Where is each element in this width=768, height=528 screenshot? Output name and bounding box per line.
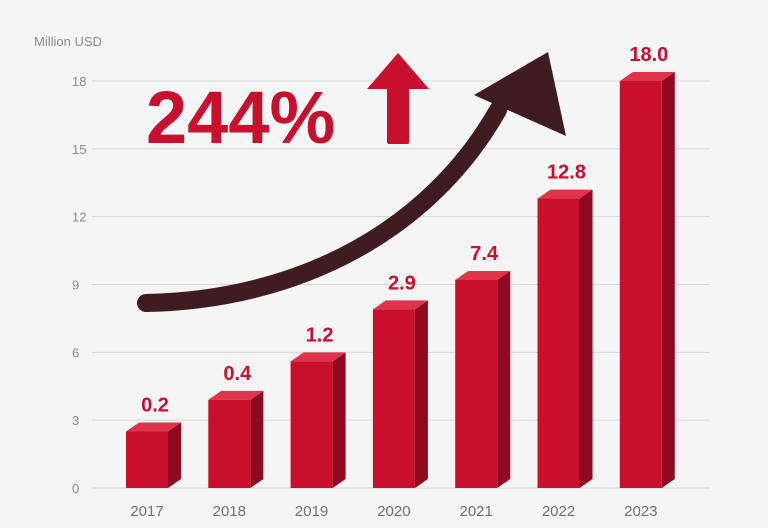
- bar-top: [619, 72, 675, 81]
- data-label: 2.9: [388, 272, 416, 294]
- y-axis-unit-label: Million USD: [34, 34, 102, 49]
- data-label: 0.4: [223, 363, 252, 385]
- x-tick-label: 2017: [130, 503, 163, 520]
- bar-front: [455, 279, 498, 488]
- x-tick-label: 2022: [542, 503, 575, 520]
- x-tick-label: 2018: [213, 503, 246, 520]
- bar-top: [290, 352, 346, 362]
- trend-arrow-layer: [137, 52, 566, 312]
- bar-front: [619, 81, 662, 488]
- curved-trend-arrow-icon: [137, 101, 507, 312]
- bar-side: [250, 390, 264, 488]
- growth-annotation: 244%: [146, 53, 429, 159]
- x-axis-categories: 2017 2018 2019 2020 2021 2022 2023: [130, 503, 657, 520]
- growth-percentage: 244%: [146, 76, 335, 159]
- y-tick-label: 12: [72, 210, 86, 225]
- x-tick-label: 2020: [377, 503, 410, 520]
- y-axis-ticks: 0 3 6 9 12 15 18: [72, 74, 86, 496]
- data-label: 12.8: [547, 162, 586, 184]
- bar-front: [290, 361, 333, 488]
- bar-front: [372, 309, 415, 488]
- bar-front: [537, 198, 580, 489]
- bars: [126, 72, 675, 489]
- bar-side: [332, 352, 346, 488]
- y-tick-label: 0: [72, 481, 79, 496]
- bar-side: [414, 300, 428, 488]
- bar-front: [126, 431, 168, 488]
- bar-2018: [208, 390, 264, 488]
- data-label: 1.2: [306, 324, 334, 346]
- x-tick-label: 2021: [460, 503, 493, 520]
- bar-top: [126, 422, 181, 432]
- y-tick-label: 15: [72, 142, 86, 157]
- x-tick-label: 2019: [295, 503, 328, 520]
- bar-front: [208, 399, 251, 488]
- bar-top: [208, 390, 264, 400]
- bar-top: [537, 189, 593, 199]
- bar-2017: [126, 422, 181, 488]
- up-arrow-icon: [367, 53, 429, 144]
- data-label: 7.4: [470, 243, 499, 265]
- bar-side: [579, 189, 593, 489]
- data-label: 18.0: [629, 44, 668, 66]
- bar-side: [497, 270, 511, 488]
- data-label: 0.2: [141, 394, 169, 416]
- y-tick-label: 3: [72, 413, 79, 428]
- trend-arrow-head-icon: [474, 52, 566, 136]
- y-tick-label: 9: [72, 278, 79, 293]
- bar-2019: [290, 352, 346, 488]
- bar-2022: [537, 189, 593, 489]
- y-tick-label: 18: [72, 74, 86, 89]
- bar-2021: [455, 270, 511, 488]
- bar-2023: [619, 72, 675, 488]
- y-tick-label: 6: [72, 345, 79, 360]
- data-labels: 0.2 0.4 1.2 2.9 7.4 12.8 18.0: [141, 44, 668, 416]
- bar-top: [455, 270, 511, 280]
- bar-2020: [372, 300, 428, 488]
- x-tick-label: 2023: [624, 503, 657, 520]
- bar-side: [661, 72, 675, 488]
- bar-top: [372, 300, 428, 310]
- bar-side: [168, 422, 181, 488]
